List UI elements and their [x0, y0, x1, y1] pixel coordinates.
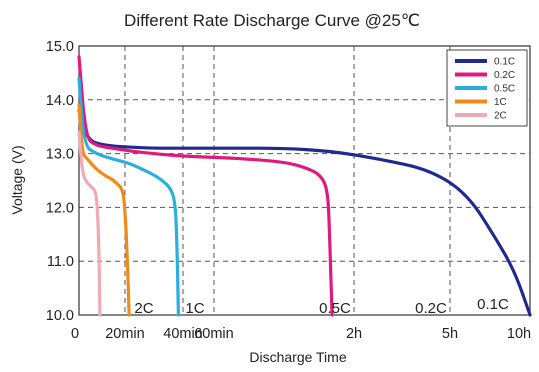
x-tick-label: 60min [194, 326, 234, 342]
y-tick-label: 14.0 [46, 93, 74, 109]
plot-frame [78, 45, 531, 316]
y-tick-label: 15.0 [46, 39, 74, 55]
x-tick-label: 5h [442, 326, 458, 342]
x-tick-label: 10h [507, 326, 531, 342]
legend-label: 0.1C [494, 57, 515, 68]
curve-label: 0.1C [477, 296, 509, 313]
series-line-0_5C [77, 76, 180, 317]
series-line-0_1C [77, 109, 532, 317]
legend-label: 1C [494, 97, 507, 108]
series-line-0_2C [77, 55, 334, 317]
legend-label: 0.5C [494, 84, 515, 95]
curve-labels: 2C 1C 0.5C 0.2C 0.1C [134, 296, 509, 317]
y-tick-labels: 15.0 14.0 13.0 12.0 11.0 10.0 [46, 39, 74, 324]
series-line-1C [77, 103, 131, 317]
x-tick-label: 20min [105, 326, 145, 342]
y-tick-label: 12.0 [46, 200, 74, 216]
chart-title: Different Rate Discharge Curve @25℃ [124, 11, 420, 30]
curve-label: 2C [134, 300, 153, 317]
curve-label: 1C [185, 300, 204, 317]
y-tick-label: 10.0 [46, 308, 74, 324]
legend-label: 0.2C [494, 70, 515, 81]
series-lines [77, 55, 532, 317]
x-axis-label: Discharge Time [249, 349, 346, 365]
legend-items: 0.1C 0.2C 0.5C 1C 2C [455, 57, 515, 122]
y-tick-label: 13.0 [46, 147, 74, 163]
curve-label: 0.2C [415, 300, 447, 317]
y-axis-label: Voltage (V) [9, 145, 25, 214]
legend: 0.1C 0.2C 0.5C 1C 2C [446, 49, 528, 127]
x-tick-label: 2h [346, 326, 362, 342]
series-line-2C [77, 130, 102, 317]
y-tick-label: 11.0 [47, 254, 74, 270]
legend-label: 2C [494, 111, 507, 122]
x-tick-label: 0 [71, 326, 79, 342]
x-tick-label: 40min [163, 326, 203, 342]
curve-label: 0.5C [319, 300, 351, 317]
